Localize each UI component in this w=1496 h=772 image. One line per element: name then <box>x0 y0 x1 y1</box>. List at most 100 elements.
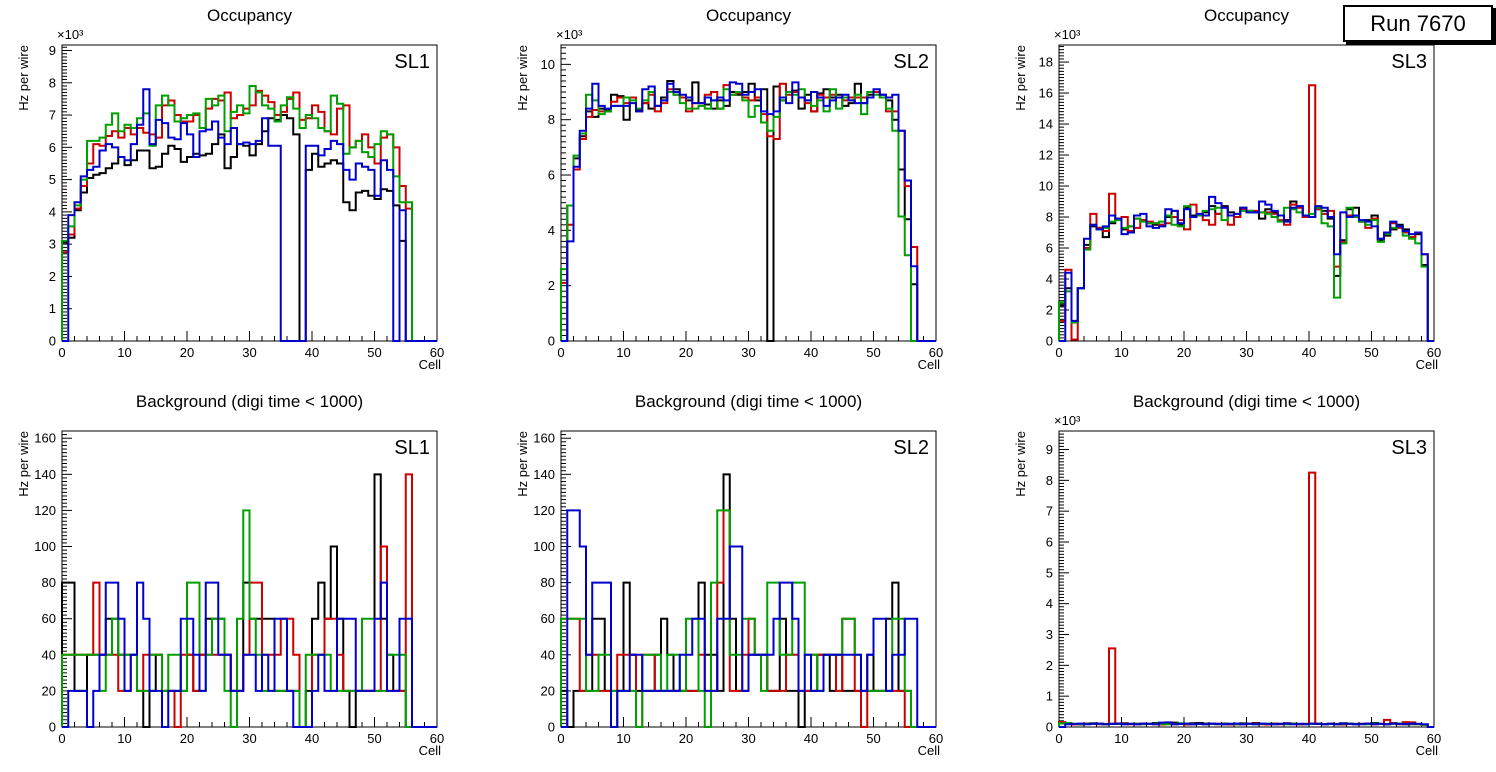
svg-text:7: 7 <box>1046 504 1053 519</box>
svg-text:5: 5 <box>1046 565 1053 580</box>
y-axis-title: Hz per wire <box>16 45 31 111</box>
svg-text:80: 80 <box>42 575 56 590</box>
plot-title: Background (digi time < 1000) <box>1132 392 1361 411</box>
svg-text:0: 0 <box>557 731 564 746</box>
x-axis-title: Cell <box>917 743 940 758</box>
plot-title: Background (digi time < 1000) <box>634 392 863 411</box>
plot-title: Occupancy <box>206 6 293 25</box>
svg-text:160: 160 <box>533 431 555 446</box>
pad-occupancy-sl3: 0 2 4 6 8 10 12 14 16 18 0 10 20 30 40 50 60 Occupancy ×… <box>997 0 1496 386</box>
svg-text:40: 40 <box>305 731 319 746</box>
svg-text:6: 6 <box>548 168 555 183</box>
y-axis-title: Hz per wire <box>515 431 530 497</box>
histogram-plot-background-sl2: 0 20 40 60 80 100 120 140 160 0 10 20 30 40 50 60 <box>533 430 943 746</box>
svg-text:100: 100 <box>533 539 555 554</box>
svg-text:40: 40 <box>42 647 56 662</box>
svg-text:3: 3 <box>49 237 56 252</box>
svg-text:6: 6 <box>1046 535 1053 550</box>
svg-text:60: 60 <box>430 731 444 746</box>
svg-text:30: 30 <box>741 731 755 746</box>
svg-text:50: 50 <box>1364 345 1378 360</box>
svg-text:0: 0 <box>49 334 56 349</box>
svg-text:4: 4 <box>1046 272 1053 287</box>
svg-text:50: 50 <box>1364 731 1378 746</box>
pad-background-sl1: 0 20 40 60 80 100 120 140 160 0 10 20 30 40 50 60 Backg… <box>0 386 499 772</box>
svg-text:4: 4 <box>1046 596 1053 611</box>
svg-text:20: 20 <box>541 683 555 698</box>
svg-text:4: 4 <box>49 204 56 219</box>
pad-background-sl2: 0 20 40 60 80 100 120 140 160 0 10 20 30 40 50 60 Backg… <box>499 386 998 772</box>
svg-text:160: 160 <box>34 431 56 446</box>
svg-text:60: 60 <box>430 345 444 360</box>
superlayer-label: SL3 <box>1391 51 1427 73</box>
svg-text:0: 0 <box>548 334 555 349</box>
svg-text:8: 8 <box>1046 473 1053 488</box>
svg-text:60: 60 <box>929 731 943 746</box>
svg-text:10: 10 <box>616 345 630 360</box>
svg-text:2: 2 <box>1046 658 1053 673</box>
svg-text:2: 2 <box>1046 303 1053 318</box>
svg-text:4: 4 <box>548 223 555 238</box>
svg-text:20: 20 <box>679 731 693 746</box>
svg-text:10: 10 <box>1114 345 1128 360</box>
pad-occupancy-sl1: 0 1 2 3 4 5 6 7 8 9 0 10 20 30 40 50 60 Occupancy ×10³ S… <box>0 0 499 386</box>
superlayer-label: SL1 <box>394 437 430 459</box>
pad-background-sl3: 0 1 2 3 4 5 6 7 8 9 0 10 20 30 40 50 60 Background (digi… <box>997 386 1496 772</box>
svg-text:14: 14 <box>1039 117 1053 132</box>
svg-text:2: 2 <box>49 269 56 284</box>
svg-text:120: 120 <box>34 503 56 518</box>
svg-text:50: 50 <box>866 731 880 746</box>
svg-text:40: 40 <box>541 647 555 662</box>
svg-text:60: 60 <box>1427 345 1441 360</box>
run-number-label: Run 7670 <box>1370 10 1466 36</box>
svg-text:40: 40 <box>305 345 319 360</box>
x-axis-title: Cell <box>418 357 441 372</box>
histogram-plot-occupancy-sl2: 0 2 4 6 8 10 0 10 20 30 40 50 60 <box>541 44 943 360</box>
svg-text:10: 10 <box>117 731 131 746</box>
svg-text:20: 20 <box>42 683 56 698</box>
svg-text:2: 2 <box>548 278 555 293</box>
svg-text:60: 60 <box>1427 731 1441 746</box>
svg-text:0: 0 <box>49 720 56 735</box>
svg-text:0: 0 <box>548 720 555 735</box>
plot-title: Occupancy <box>705 6 792 25</box>
superlayer-label: SL2 <box>893 437 929 459</box>
svg-text:30: 30 <box>242 345 256 360</box>
svg-text:140: 140 <box>533 467 555 482</box>
x-axis-title: Cell <box>418 743 441 758</box>
svg-text:20: 20 <box>1177 345 1191 360</box>
svg-text:30: 30 <box>1239 731 1253 746</box>
y-axis-exponent: ×10³ <box>1054 413 1081 428</box>
svg-text:140: 140 <box>34 467 56 482</box>
svg-text:40: 40 <box>804 345 818 360</box>
svg-text:16: 16 <box>1039 86 1053 101</box>
svg-text:40: 40 <box>804 731 818 746</box>
svg-text:10: 10 <box>616 731 630 746</box>
svg-text:7: 7 <box>49 108 56 123</box>
run-number-box: Run 7670 <box>1343 5 1493 42</box>
svg-text:30: 30 <box>1239 345 1253 360</box>
svg-text:0: 0 <box>1055 345 1062 360</box>
svg-text:18: 18 <box>1039 55 1053 70</box>
svg-text:120: 120 <box>533 503 555 518</box>
svg-text:30: 30 <box>741 345 755 360</box>
svg-text:1: 1 <box>49 301 56 316</box>
svg-text:20: 20 <box>180 731 194 746</box>
svg-text:0: 0 <box>1046 334 1053 349</box>
superlayer-label: SL2 <box>893 51 929 73</box>
svg-text:8: 8 <box>49 75 56 90</box>
y-axis-title: Hz per wire <box>1013 45 1028 111</box>
svg-text:1: 1 <box>1046 689 1053 704</box>
svg-text:20: 20 <box>1177 731 1191 746</box>
svg-text:10: 10 <box>1114 731 1128 746</box>
superlayer-label: SL1 <box>394 51 430 73</box>
y-axis-title: Hz per wire <box>16 431 31 497</box>
x-axis-title: Cell <box>1415 743 1438 758</box>
svg-text:10: 10 <box>117 345 131 360</box>
svg-text:50: 50 <box>367 731 381 746</box>
y-axis-exponent: ×10³ <box>556 27 583 42</box>
svg-text:30: 30 <box>242 731 256 746</box>
plot-title: Occupancy <box>1203 6 1290 25</box>
svg-text:60: 60 <box>929 345 943 360</box>
